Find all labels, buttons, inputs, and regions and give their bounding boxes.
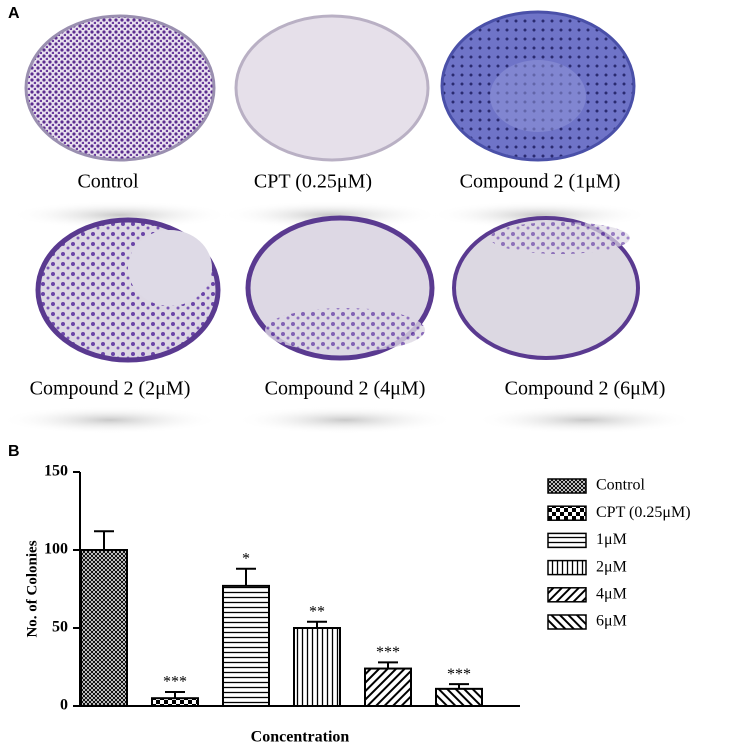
y-tick-label: 150 — [44, 463, 68, 480]
legend-label: 2μM — [596, 558, 627, 575]
y-tick-label: 0 — [60, 697, 68, 714]
plate — [24, 14, 216, 162]
significance-label: ** — [309, 603, 325, 620]
panel-label: A — [8, 5, 20, 22]
bar — [364, 667, 412, 707]
plate-shadow — [235, 406, 455, 434]
legend-swatch — [547, 587, 587, 603]
plate-shadow — [430, 201, 650, 229]
y-tick-label: 50 — [52, 619, 68, 636]
legend-swatch — [547, 478, 587, 494]
significance-label: * — [242, 550, 250, 567]
plate-colonies — [265, 308, 425, 352]
legend-swatch — [547, 532, 587, 549]
significance-label: *** — [447, 666, 471, 683]
legend-label: 1μM — [596, 531, 627, 548]
bar — [435, 687, 483, 708]
legend-swatch — [547, 559, 587, 576]
plate-label: Control — [77, 171, 139, 193]
panel-label: B — [8, 443, 20, 460]
plate-clear — [128, 230, 212, 306]
legend-label: Control — [596, 477, 645, 494]
plate-label: Compound 2 (4μM) — [265, 378, 426, 400]
y-tick-label: 100 — [44, 541, 68, 558]
plate-colonies — [490, 222, 630, 254]
plate — [452, 216, 640, 360]
plate-label: Compound 2 (2μM) — [30, 378, 191, 400]
legend-swatch — [547, 614, 587, 630]
legend-label: CPT (0.25μM) — [596, 504, 691, 521]
plate-label: Compound 2 (1μM) — [460, 171, 621, 193]
plate — [234, 14, 430, 162]
bar — [151, 697, 199, 708]
panel-b: B No. of Colonies Concentration 0 50 100 15… — [8, 443, 691, 745]
bar — [222, 584, 270, 708]
panel-a: A Control CPT (0.25μM) Compound 2 (1μM) … — [0, 5, 695, 434]
plate-shadow — [0, 406, 220, 434]
plate-shadow — [10, 201, 230, 229]
significance-label: *** — [163, 674, 187, 691]
bar — [80, 549, 128, 707]
significance-label: *** — [376, 644, 400, 661]
plate-label: Compound 2 (6μM) — [505, 378, 666, 400]
plate-shadow — [475, 406, 695, 434]
legend-label: 6μM — [596, 613, 627, 630]
x-axis-label: Concentration — [251, 729, 350, 746]
legend-swatch — [547, 505, 587, 521]
bar — [293, 627, 341, 707]
legend-label: 4μM — [596, 585, 627, 602]
plate-center — [490, 60, 586, 132]
plate-shadow — [220, 201, 440, 229]
y-axis-label: No. of Colonies — [24, 540, 40, 637]
plate-label: CPT (0.25μM) — [254, 171, 372, 193]
